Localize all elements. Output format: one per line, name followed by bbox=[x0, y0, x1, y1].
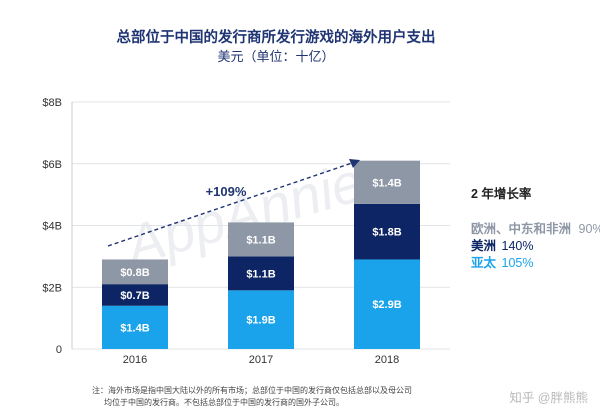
growth-arrow-head bbox=[349, 159, 360, 168]
bars: $1.4B $0.7B $0.8B $1.9B $1.1B $1.1B $2.9B $1.8B… bbox=[102, 160, 420, 349]
data-label: $0.8B bbox=[120, 267, 149, 279]
chart-subtitle: 美元（单位：十亿） bbox=[217, 49, 334, 64]
legend-item-apac-region: 亚太 bbox=[471, 255, 497, 270]
x-tick-label: 2016 bbox=[123, 354, 147, 366]
data-label: $2.9B bbox=[372, 299, 401, 311]
legend-item-emea-region: 欧洲、中东和非洲 bbox=[471, 221, 571, 236]
chart-title: 总部位于中国的发行商所发行游戏的海外用户支出 bbox=[117, 28, 436, 46]
legend-item-americas: 美洲 140% bbox=[471, 238, 533, 253]
legend-item-americas-region: 美洲 bbox=[471, 238, 496, 253]
x-axis: 2016 2017 2018 bbox=[123, 354, 399, 366]
data-label: $1.8B bbox=[372, 227, 401, 239]
legend-item-emea-rate: 90% bbox=[579, 222, 600, 236]
bar-segment bbox=[354, 203, 420, 260]
legend-item-americas-rate: 140% bbox=[502, 239, 534, 253]
growth-arrow-line bbox=[107, 162, 353, 247]
legend-title: 2 年增长率 bbox=[471, 186, 532, 201]
y-tick-label: 0 bbox=[56, 344, 62, 356]
legend-item-apac-rate: 105% bbox=[502, 256, 534, 270]
bar-segment bbox=[354, 259, 420, 349]
bar-segment bbox=[102, 259, 168, 285]
legend-item-emea: 欧洲、中东和非洲 90% bbox=[471, 221, 600, 236]
footnote-line-2: 均位于中国的发行商。不包括总部位于中国的发行商的国外子公司。 bbox=[104, 397, 344, 407]
x-tick-label: 2018 bbox=[375, 354, 399, 366]
bar-segment bbox=[102, 284, 168, 306]
legend: 2 年增长率 欧洲、中东和非洲 90% 美洲 140% 亚太 105% bbox=[471, 186, 600, 270]
source-watermark: 知乎 @胖熊熊 bbox=[509, 390, 588, 405]
data-label: $1.1B bbox=[246, 268, 275, 280]
growth-annotation: +109% bbox=[107, 159, 360, 247]
y-tick-label: $8B bbox=[42, 97, 62, 109]
growth-annotation-label: +109% bbox=[206, 184, 247, 199]
y-tick-label: $4B bbox=[42, 221, 62, 233]
data-label: $0.7B bbox=[120, 290, 149, 302]
y-tick-label: $6B bbox=[42, 159, 62, 171]
bar-segment bbox=[228, 222, 294, 257]
y-axis: $8B $6B $4B $2B 0 bbox=[42, 97, 62, 356]
bar-segment bbox=[354, 160, 420, 204]
data-label: $1.4B bbox=[120, 322, 149, 334]
data-label: $1.1B bbox=[246, 234, 275, 246]
x-tick-label: 2017 bbox=[249, 354, 273, 366]
legend-item-apac: 亚太 105% bbox=[471, 255, 533, 270]
bar-segment bbox=[228, 256, 294, 291]
data-label: $1.9B bbox=[246, 315, 275, 327]
bar-segment bbox=[228, 290, 294, 349]
data-label: $1.4B bbox=[372, 177, 401, 189]
y-tick-label: $2B bbox=[42, 282, 62, 294]
bar-segment bbox=[102, 305, 168, 349]
footnote-line-1: 注：海外市场是指中国大陆以外的所有市场；总部位于中国的发行商仅包括总部以及母公司 bbox=[92, 385, 412, 395]
